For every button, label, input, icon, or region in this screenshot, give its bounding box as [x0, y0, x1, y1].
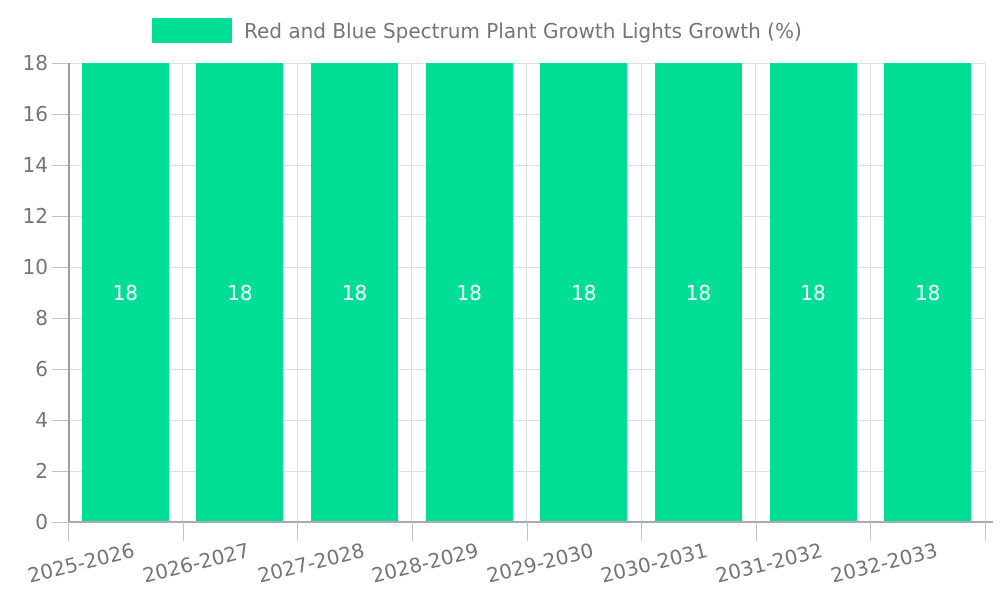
- y-tick: [52, 63, 68, 64]
- x-gridline: [526, 63, 527, 522]
- legend-label: Red and Blue Spectrum Plant Growth Light…: [244, 18, 802, 43]
- bar[interactable]: 18: [884, 63, 972, 522]
- x-tick: [297, 522, 299, 541]
- x-tick-label: 2025-2026: [25, 538, 138, 588]
- bar[interactable]: 18: [311, 63, 399, 522]
- bar-value-label: 18: [914, 280, 941, 305]
- x-tick: [182, 522, 184, 541]
- y-tick-label: 0: [35, 510, 48, 534]
- bar-value-label: 18: [571, 280, 597, 305]
- y-tick: [52, 216, 68, 217]
- y-tick: [52, 471, 68, 472]
- x-tick: [526, 522, 528, 541]
- bar-value-label: 18: [685, 280, 712, 305]
- x-gridline: [182, 63, 184, 522]
- x-tick: [985, 522, 986, 541]
- x-tick-label: 2028-2029: [369, 538, 481, 588]
- x-tick-label: 2030-2031: [598, 538, 711, 588]
- x-tick: [411, 522, 413, 541]
- bar-value-label: 18: [227, 280, 253, 305]
- y-axis-line: [68, 63, 70, 522]
- x-tick: [68, 522, 69, 541]
- bar[interactable]: 18: [81, 63, 169, 522]
- x-tick-label: 2029-2030: [484, 538, 596, 588]
- bar[interactable]: 18: [769, 63, 857, 522]
- bar-value-label: 18: [456, 280, 482, 305]
- y-tick: [52, 369, 68, 370]
- y-tick-label: 14: [22, 153, 48, 177]
- y-tick: [52, 267, 68, 268]
- bar[interactable]: 18: [540, 63, 628, 522]
- y-tick-label: 12: [22, 204, 48, 228]
- x-tick-label: 2027-2028: [254, 538, 367, 588]
- bar-value-label: 18: [112, 280, 139, 305]
- y-tick: [52, 420, 68, 421]
- bar[interactable]: 18: [654, 63, 742, 522]
- x-gridline: [411, 63, 413, 522]
- y-tick-label: 6: [35, 357, 48, 381]
- x-tick-label: 2026-2027: [140, 538, 252, 588]
- x-tick: [870, 522, 872, 541]
- y-tick-label: 8: [35, 306, 48, 330]
- plot-area: 18 18 18 18 18 18 18 18: [68, 62, 986, 522]
- y-tick-label: 16: [22, 102, 48, 126]
- y-tick: [52, 114, 68, 115]
- bar-value-label: 18: [341, 280, 368, 305]
- x-tick: [641, 522, 643, 541]
- y-tick-label: 10: [22, 255, 48, 279]
- x-gridline: [869, 63, 871, 522]
- x-gridline: [984, 63, 986, 522]
- bar-value-label: 18: [800, 280, 826, 305]
- y-tick: [52, 165, 68, 166]
- bar[interactable]: 18: [425, 63, 513, 522]
- y-tick: [52, 318, 68, 319]
- x-gridline: [296, 63, 298, 522]
- x-tick-label: 2031-2032: [713, 538, 825, 588]
- legend-item[interactable]: Red and Blue Spectrum Plant Growth Light…: [152, 18, 802, 43]
- x-gridline: [755, 63, 757, 522]
- y-tick-label: 4: [35, 408, 48, 432]
- x-tick-label: 2032-2033: [827, 538, 940, 588]
- legend-swatch: [152, 18, 232, 43]
- y-tick-label: 18: [22, 51, 48, 75]
- x-tick: [755, 522, 757, 541]
- y-tick-label: 2: [35, 459, 48, 483]
- bar[interactable]: 18: [196, 63, 284, 522]
- x-axis-line: [68, 521, 993, 523]
- x-gridline: [640, 63, 642, 522]
- y-tick: [52, 522, 68, 523]
